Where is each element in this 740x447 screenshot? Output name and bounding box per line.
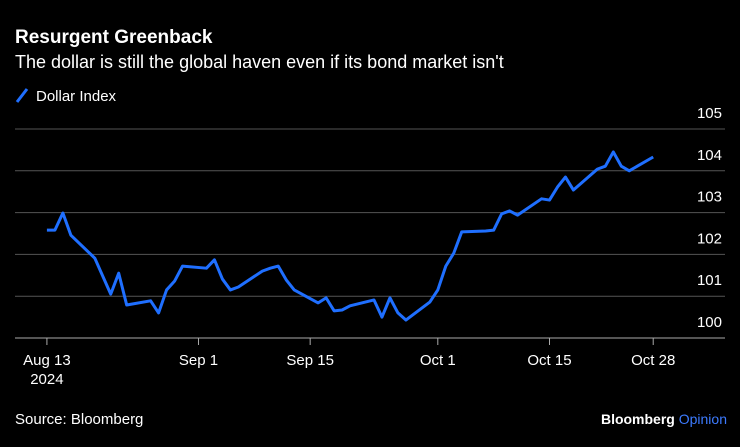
legend-label: Dollar Index (36, 88, 117, 105)
brand: Bloomberg Opinion (601, 411, 727, 427)
chart-subtitle: The dollar is still the global haven eve… (15, 52, 504, 72)
x-tick-label: Oct 1 (420, 352, 456, 369)
y-tick-label: 103 (697, 189, 722, 206)
source: Source: Bloomberg (15, 411, 143, 428)
x-tick-label: Oct 15 (527, 352, 571, 369)
y-tick-label: 100 (697, 314, 722, 331)
x-tick-label: Oct 28 (631, 352, 675, 369)
data-line (46, 150, 654, 322)
x-tick-sublabel: 2024 (30, 371, 63, 388)
chart-title: Resurgent Greenback (15, 27, 213, 48)
y-tick-label: 102 (697, 230, 722, 247)
x-tick-label: Aug 13 (23, 352, 71, 369)
y-tick-label: 105 (697, 105, 722, 122)
x-tick-label: Sep 1 (179, 352, 218, 369)
x-tick-label: Sep 15 (286, 352, 334, 369)
brand-name: Bloomberg (601, 411, 675, 427)
y-tick-label: 104 (697, 147, 722, 164)
legend-swatch (15, 88, 29, 103)
y-tick-label: 101 (697, 272, 722, 289)
brand-suffix: Opinion (679, 411, 727, 427)
